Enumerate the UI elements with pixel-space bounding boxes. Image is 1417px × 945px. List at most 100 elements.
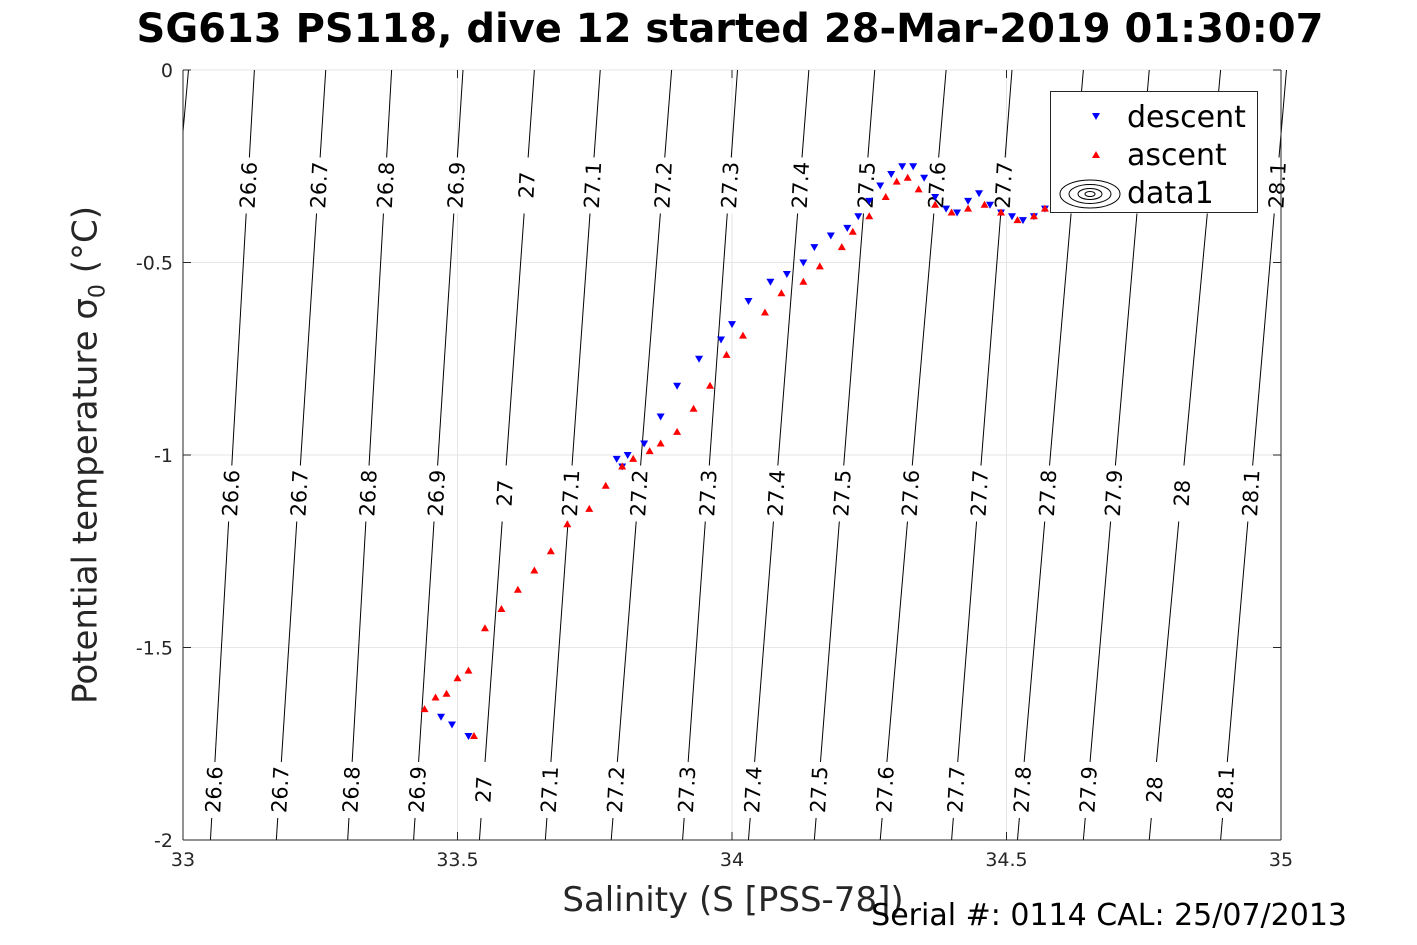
ascent-marker: [914, 185, 923, 193]
descent-marker: [673, 382, 682, 390]
ascent-marker: [530, 566, 539, 574]
ascent-marker: [563, 520, 572, 528]
contour-label: 27.7: [967, 469, 993, 517]
contour-label-bg: [1213, 761, 1236, 818]
x-tick-label: 34.5: [985, 849, 1027, 871]
contour-label-bg: [356, 465, 379, 522]
ascent-marker: [442, 689, 451, 697]
x-tick-label: 35: [1269, 849, 1293, 871]
descent-marker: [964, 197, 973, 205]
contour-label-bg: [472, 761, 495, 818]
ascent-marker: [931, 200, 940, 208]
contour-label-bg: [1036, 465, 1059, 522]
descent-marker: [986, 201, 995, 209]
ascent-marker: [1029, 212, 1038, 220]
contour-label: 28.1: [1213, 766, 1239, 814]
y-tick-label: -1: [154, 445, 173, 467]
descent-marker: [695, 355, 704, 363]
contour-label: 27.7: [943, 766, 969, 814]
contour-label: 27.4: [763, 469, 789, 517]
y-tick-label: -1.5: [136, 638, 173, 660]
ascent-marker: [629, 454, 638, 462]
contour-label: 27.1: [580, 161, 606, 209]
contour-label-bg: [741, 761, 764, 818]
contour-label-bg: [202, 761, 225, 818]
contour-label: 26.7: [286, 469, 312, 517]
data-points: [420, 163, 1049, 741]
contour-label-bg: [219, 465, 242, 522]
y-tick-label: -2: [154, 830, 173, 852]
descent-marker: [1007, 213, 1016, 221]
contour-label: 26.8: [355, 469, 381, 517]
contour-label-bg: [1142, 761, 1165, 818]
contour-label-bg: [604, 761, 627, 818]
descent-marker: [975, 190, 984, 198]
axes: 33 33.5 34 34.5 35 0 -0.5 -1 -1.5 -2: [136, 60, 1293, 871]
contour-icon: [1059, 179, 1121, 209]
ascent-marker: [546, 547, 555, 555]
contour-label: 27.2: [626, 469, 652, 517]
contour-label: 27.7: [991, 161, 1017, 209]
contour-label-bg: [1239, 465, 1262, 522]
descent-marker: [656, 413, 665, 421]
contour-label: 28: [1142, 776, 1167, 804]
ascent-marker: [777, 289, 786, 297]
contour-label: 28: [1170, 479, 1195, 507]
legend-item-data1: data1: [1051, 174, 1259, 212]
contour-label-bg: [627, 465, 650, 522]
triangle-up-icon: [1092, 151, 1100, 158]
contour-label: 27.5: [806, 766, 832, 814]
contour-label: 26.6: [201, 766, 227, 814]
descent-marker: [799, 259, 808, 267]
contour-label-bg: [675, 761, 698, 818]
contour-label-bg: [268, 761, 291, 818]
ascent-marker: [656, 439, 665, 447]
contour-label: 27.2: [603, 766, 629, 814]
contour-label-bg: [374, 157, 397, 214]
ascent-marker: [881, 193, 890, 201]
x-tick-label: 33: [171, 849, 195, 871]
x-tick-label: 34: [720, 849, 744, 871]
contour-label-bg: [651, 157, 674, 214]
descent-marker: [448, 721, 457, 729]
descent-marker: [865, 197, 874, 205]
contour-label-bg: [967, 465, 990, 522]
contour-label-bg: [405, 761, 428, 818]
contour-label: 27.3: [717, 161, 743, 209]
descent-marker: [640, 440, 649, 448]
contour-label: 27.5: [853, 161, 879, 209]
ascent-marker: [469, 732, 478, 740]
contour-label: 27.4: [788, 161, 814, 209]
contour-label-bg: [873, 761, 896, 818]
ascent-marker: [689, 404, 698, 412]
contour-label-bg: [807, 761, 830, 818]
legend-label-ascent: ascent: [1127, 138, 1227, 173]
y-tick-label: -0.5: [136, 253, 173, 275]
ascent-marker: [497, 605, 506, 612]
descent-marker: [898, 163, 907, 171]
legend: descent ascent data1: [1050, 91, 1258, 213]
ascent-marker: [645, 447, 654, 455]
ascent-marker: [865, 212, 874, 220]
contour-label-bg: [444, 157, 467, 214]
contour-label: 27: [514, 171, 539, 199]
ascent-marker: [706, 381, 715, 389]
ascent-marker: [480, 624, 489, 632]
contour-label: 27.1: [537, 766, 563, 814]
contour-label-bg: [1265, 157, 1288, 214]
contour-label: 26.6: [218, 469, 244, 517]
descent-marker: [612, 455, 621, 463]
contour-label: 26.8: [338, 766, 364, 814]
contour-label-bg: [1102, 465, 1125, 522]
ascent-marker: [601, 481, 610, 489]
x-tick-label: 33.5: [436, 849, 478, 871]
descent-marker: [623, 452, 632, 459]
contour-label-bg: [944, 761, 967, 818]
ascent-marker: [903, 173, 912, 181]
descent-marker: [437, 713, 446, 721]
contour-label: 26.7: [306, 161, 332, 209]
contour-label-bg: [236, 157, 259, 214]
contour-label: 27.6: [924, 161, 950, 209]
descent-marker: [464, 733, 473, 741]
contour-label: 27.9: [1101, 469, 1127, 517]
